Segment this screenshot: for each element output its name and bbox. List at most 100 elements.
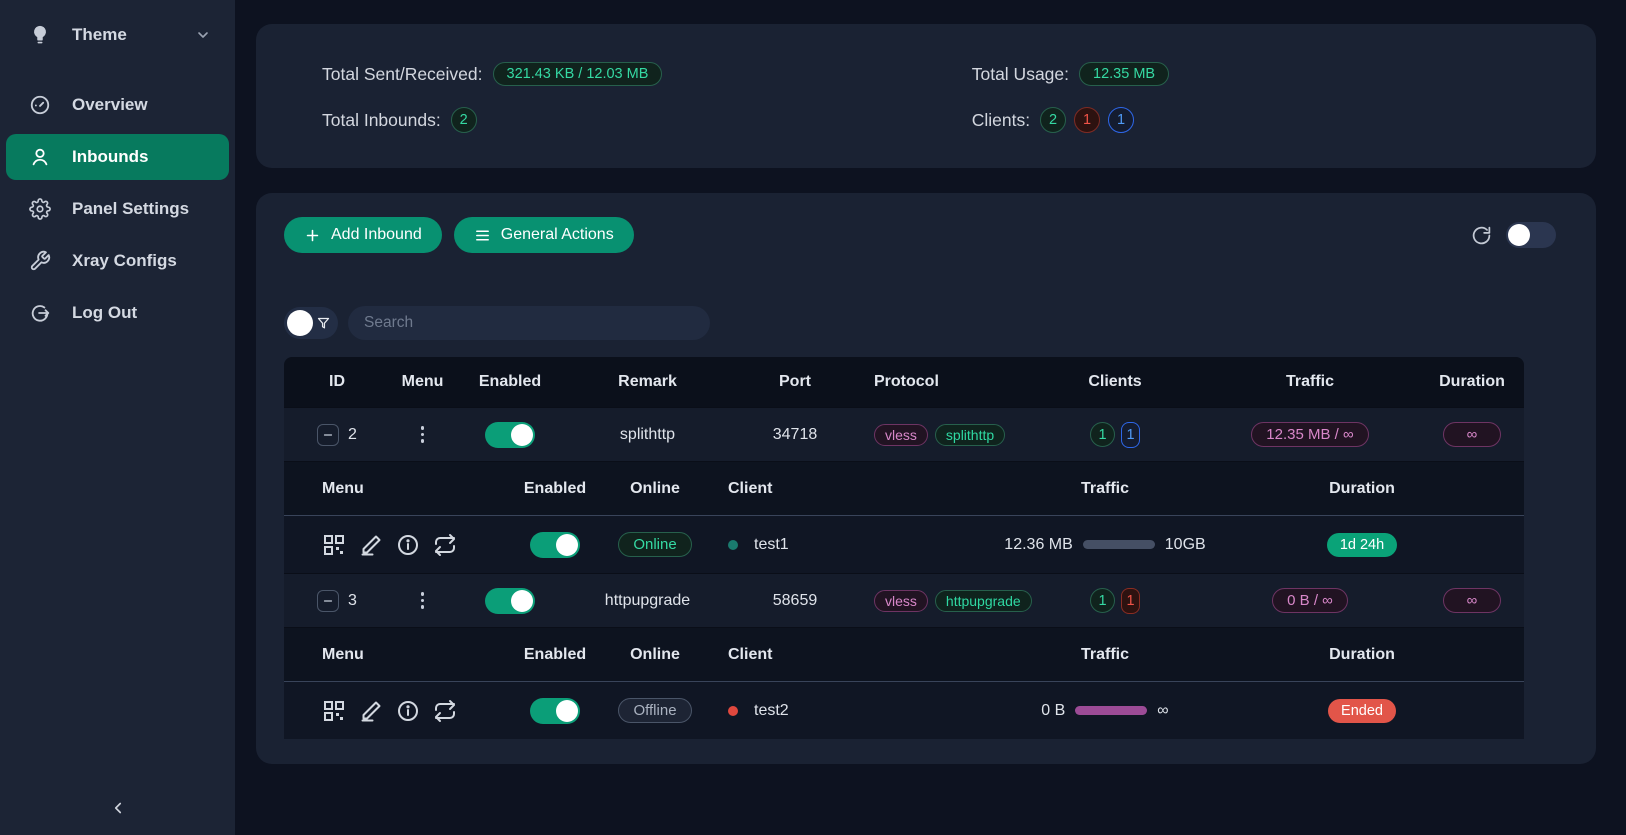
info-icon[interactable] <box>396 699 420 723</box>
sidebar-item-panel-settings[interactable]: Panel Settings <box>6 186 229 232</box>
toggle-knob <box>511 423 533 446</box>
inbound-enabled-toggle[interactable] <box>485 587 535 614</box>
edit-icon[interactable] <box>359 699 383 723</box>
info-icon[interactable] <box>396 533 420 557</box>
inbound-duration-badge: ∞ <box>1443 588 1501 613</box>
gauge-icon <box>28 93 52 117</box>
client-count-badge: 1 <box>1090 588 1115 613</box>
protocol-badge: vless <box>874 423 928 446</box>
inbounds-card: Add Inbound General Actions <box>256 193 1596 764</box>
stat-label: Clients: <box>971 109 1031 130</box>
wrench-icon <box>28 249 52 273</box>
inbound-id: 2 <box>348 425 357 443</box>
clients-depleted-badge: 1 <box>1074 107 1101 133</box>
client-traffic-used: 0 B <box>1041 701 1066 719</box>
stat-sent-received: Total Sent/Received: 321.43 KB / 12.03 M… <box>322 54 972 94</box>
inbound-remark: httpupgrade <box>604 591 691 609</box>
stat-total-usage: Total Usage: 12.35 MB <box>972 54 1596 94</box>
sub-col-header-client: Client <box>728 479 773 497</box>
inbound-enabled-toggle[interactable] <box>485 421 535 448</box>
toggle-knob <box>556 699 578 722</box>
stats-card: Total Sent/Received: 321.43 KB / 12.03 M… <box>256 24 1596 168</box>
sidebar-item-label: Panel Settings <box>72 199 190 218</box>
total-usage-badge: 12.35 MB <box>1079 62 1170 86</box>
sub-col-header-menu: Menu <box>322 645 364 663</box>
col-header-clients: Clients <box>1088 373 1142 390</box>
add-inbound-button[interactable]: Add Inbound <box>284 217 442 253</box>
col-header-remark: Remark <box>618 373 677 390</box>
col-header-protocol: Protocol <box>874 373 939 390</box>
inbound-port: 34718 <box>772 425 818 443</box>
clients-total-badge: 2 <box>1040 107 1067 133</box>
inbounds-table: ID Menu Enabled Remark Port Protocol Cli… <box>284 357 1524 739</box>
sub-col-header-enabled: Enabled <box>523 645 587 663</box>
sidebar-collapse-chevron[interactable] <box>109 799 127 817</box>
inbound-duration-badge: ∞ <box>1443 422 1501 447</box>
sidebar-item-inbounds[interactable]: Inbounds <box>6 134 229 180</box>
total-inbounds-badge: 2 <box>450 107 477 133</box>
online-status-badge: Offline <box>618 698 692 723</box>
col-header-traffic: Traffic <box>1285 373 1334 390</box>
client-row: Online test1 12.36 MB 10GB 1d 24h <box>284 516 1524 573</box>
client-duration-badge: 1d 24h <box>1326 532 1398 557</box>
client-enabled-toggle[interactable] <box>530 531 580 558</box>
stat-label: Total Inbounds: <box>322 109 441 130</box>
sub-col-header-duration: Duration <box>1329 479 1395 497</box>
toggle-knob <box>556 533 578 556</box>
client-duration-badge: Ended <box>1328 698 1396 723</box>
client-table-header-row: Menu Enabled Online Client Traffic Durat… <box>284 627 1524 682</box>
inbound-id: 3 <box>348 591 357 609</box>
inbound-traffic-badge: 0 B / ∞ <box>1272 588 1348 613</box>
auto-refresh-toggle[interactable] <box>1506 222 1556 248</box>
sidebar-item-label: Xray Configs <box>72 251 177 270</box>
client-traffic-quota: ∞ <box>1157 701 1169 719</box>
edit-icon[interactable] <box>359 533 383 557</box>
sub-col-header-traffic: Traffic <box>1080 479 1129 497</box>
traffic-progress-bar <box>1075 706 1148 715</box>
filter-toggle[interactable] <box>284 307 338 339</box>
toolbar-right <box>1471 222 1556 248</box>
col-header-enabled: Enabled <box>478 373 542 390</box>
col-header-id: ID <box>329 373 345 390</box>
general-actions-button[interactable]: General Actions <box>453 217 634 253</box>
collapse-row-button[interactable] <box>317 423 340 446</box>
inbound-row: 3 httpupgrade 58659 vless httpupgrade 1 … <box>284 573 1524 627</box>
client-row: Offline test2 0 B ∞ Ended <box>284 682 1524 739</box>
col-header-menu: Menu <box>401 373 444 390</box>
toggle-knob <box>287 310 313 336</box>
stat-total-inbounds: Total Inbounds: 2 <box>322 100 972 140</box>
qr-code-icon[interactable] <box>322 699 346 723</box>
client-status-dot <box>728 539 738 550</box>
gear-icon <box>28 197 52 221</box>
search-row <box>284 306 1596 340</box>
row-menu-button[interactable] <box>417 588 429 613</box>
sidebar-divider <box>0 64 235 76</box>
row-menu-button[interactable] <box>417 422 429 447</box>
sub-col-header-online: Online <box>630 645 680 663</box>
sidebar-item-theme[interactable]: Theme <box>6 12 229 58</box>
transport-badge: httpupgrade <box>934 589 1032 612</box>
client-enabled-toggle[interactable] <box>530 697 580 724</box>
sidebar-item-log-out[interactable]: Log Out <box>6 290 229 336</box>
toggle-knob <box>511 589 533 612</box>
sub-col-header-duration: Duration <box>1329 645 1395 663</box>
refresh-icon[interactable] <box>1471 225 1492 246</box>
search-input[interactable] <box>348 306 710 340</box>
reset-traffic-icon[interactable] <box>433 533 457 557</box>
bulb-icon <box>28 23 52 47</box>
sidebar-item-xray-configs[interactable]: Xray Configs <box>6 238 229 284</box>
add-inbound-label: Add Inbound <box>331 226 422 243</box>
online-status-badge: Online <box>618 532 692 557</box>
logout-icon <box>28 301 52 325</box>
inbound-port: 58659 <box>772 591 818 609</box>
collapse-row-button[interactable] <box>317 589 340 612</box>
protocol-badge: vless <box>874 589 928 612</box>
sidebar-item-label: Inbounds <box>72 147 149 166</box>
reset-traffic-icon[interactable] <box>433 699 457 723</box>
sidebar: Theme Overview Inbounds Panel Settings <box>0 0 235 835</box>
col-header-port: Port <box>779 373 811 390</box>
sidebar-item-overview[interactable]: Overview <box>6 82 229 128</box>
sub-col-header-menu: Menu <box>322 479 364 497</box>
qr-code-icon[interactable] <box>322 533 346 557</box>
